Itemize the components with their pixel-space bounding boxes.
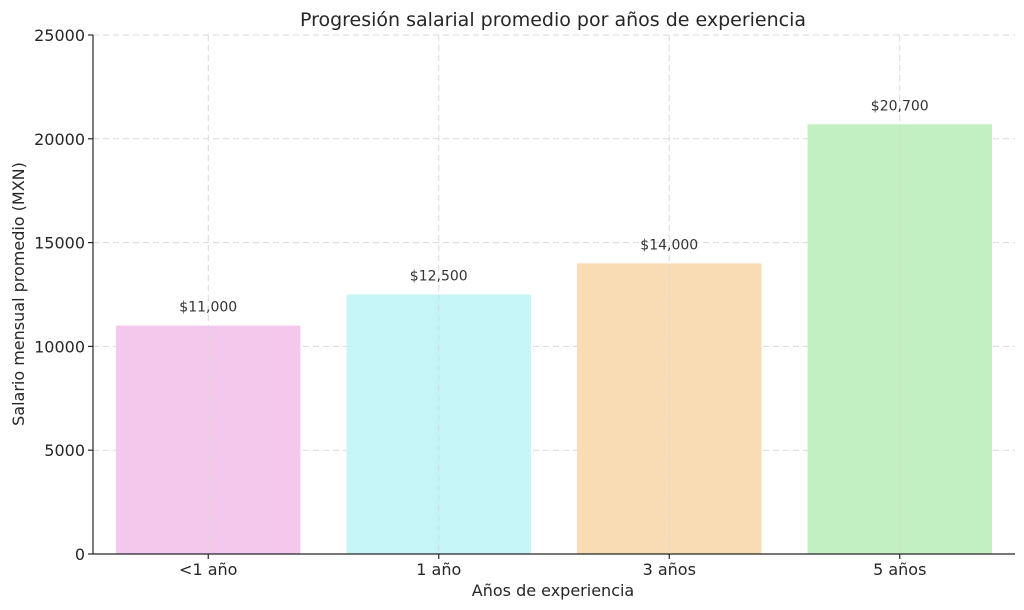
y-tick-label: 10000 (34, 337, 85, 356)
x-axis-ticks: <1 año 1 año 3 años 5 años (179, 554, 926, 579)
data-labels: $11,000 $12,500 $14,000 $20,700 (179, 98, 928, 315)
x-tick-label: 3 años (643, 560, 696, 579)
data-label: $12,500 (410, 269, 468, 285)
y-tick-label: 5000 (44, 441, 85, 460)
y-tick-label: 20000 (34, 130, 85, 149)
bars (116, 124, 992, 554)
data-label: $20,700 (871, 98, 929, 114)
x-axis-label: Años de experiencia (472, 581, 634, 600)
y-tick-label: 0 (75, 545, 85, 564)
y-tick-label: 15000 (34, 234, 85, 253)
chart-title: Progresión salarial promedio por años de… (300, 9, 806, 31)
y-axis-ticks: 0 5000 10000 15000 20000 25000 (34, 26, 93, 564)
x-tick-label: <1 año (179, 560, 237, 579)
y-tick-label: 25000 (34, 26, 85, 45)
y-axis-label: Salario mensual promedio (MXN) (9, 162, 28, 426)
x-tick-label: 5 años (873, 560, 926, 579)
data-label: $11,000 (179, 300, 237, 316)
x-tick-label: 1 año (416, 560, 461, 579)
vertical-grid-lines (207, 35, 901, 554)
data-label: $14,000 (640, 237, 698, 253)
